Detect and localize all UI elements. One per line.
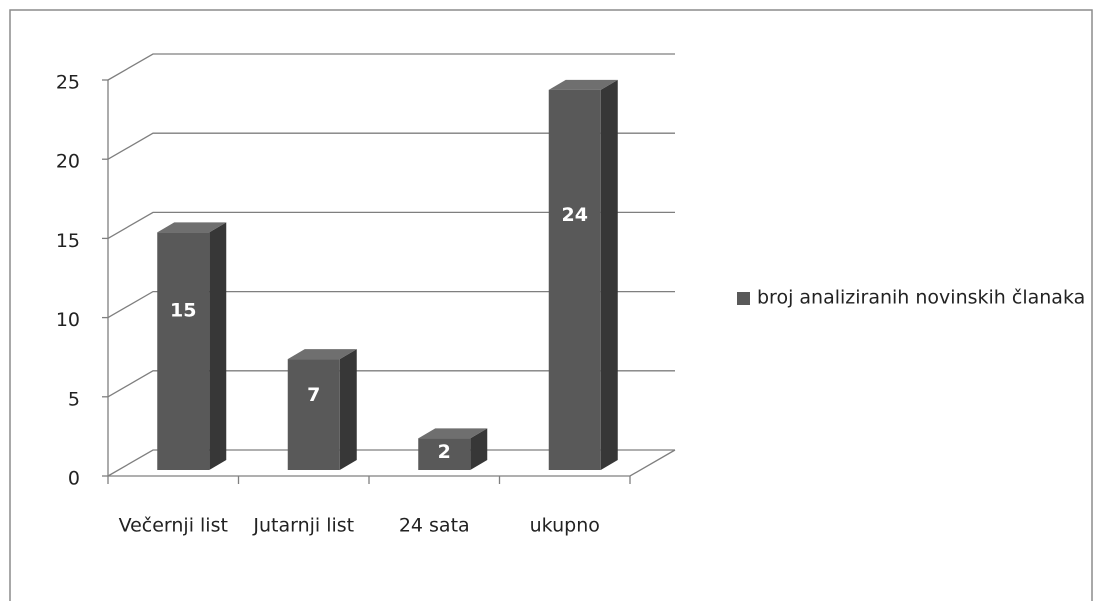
y-tick-label: 25 (56, 72, 80, 94)
bar-side (470, 428, 488, 470)
bar (287, 349, 357, 470)
bar-front (157, 232, 210, 470)
bar-top (157, 222, 227, 233)
bar-top (548, 79, 618, 90)
grid-line (107, 290, 675, 319)
bar-top (418, 428, 488, 439)
bar-side (339, 349, 357, 470)
y-tick-label: 10 (56, 309, 80, 331)
bar-front (548, 89, 601, 470)
bar-side (209, 222, 227, 470)
y-tick-label: 20 (56, 151, 80, 173)
bar (418, 428, 488, 470)
x-tick-label: Večernji list (119, 515, 228, 537)
bar-front (418, 438, 471, 470)
bar (548, 79, 618, 470)
data-label: 24 (562, 204, 588, 226)
data-label: 2 (438, 441, 451, 463)
y-tick-label: 5 (68, 388, 80, 410)
grid-line (107, 370, 675, 398)
x-tick-label: ukupno (530, 515, 600, 537)
legend-swatch (737, 292, 750, 305)
grid-line (107, 53, 675, 81)
y-tick-label: 15 (56, 230, 80, 252)
bar-side (600, 79, 618, 470)
legend-label: broj analiziranih novinskih članaka (757, 287, 1085, 309)
grid-line (107, 449, 675, 477)
x-tick-label: Jutarnji list (252, 515, 354, 537)
bar (157, 222, 227, 470)
data-label: 7 (307, 384, 320, 406)
data-label: 15 (170, 299, 196, 321)
grid-line (107, 211, 675, 239)
y-tick-label: 0 (68, 468, 80, 490)
grid-line (107, 132, 675, 160)
bar-front (287, 359, 340, 470)
x-tick-label: 24 sata (399, 515, 470, 537)
bar-top (287, 349, 357, 360)
